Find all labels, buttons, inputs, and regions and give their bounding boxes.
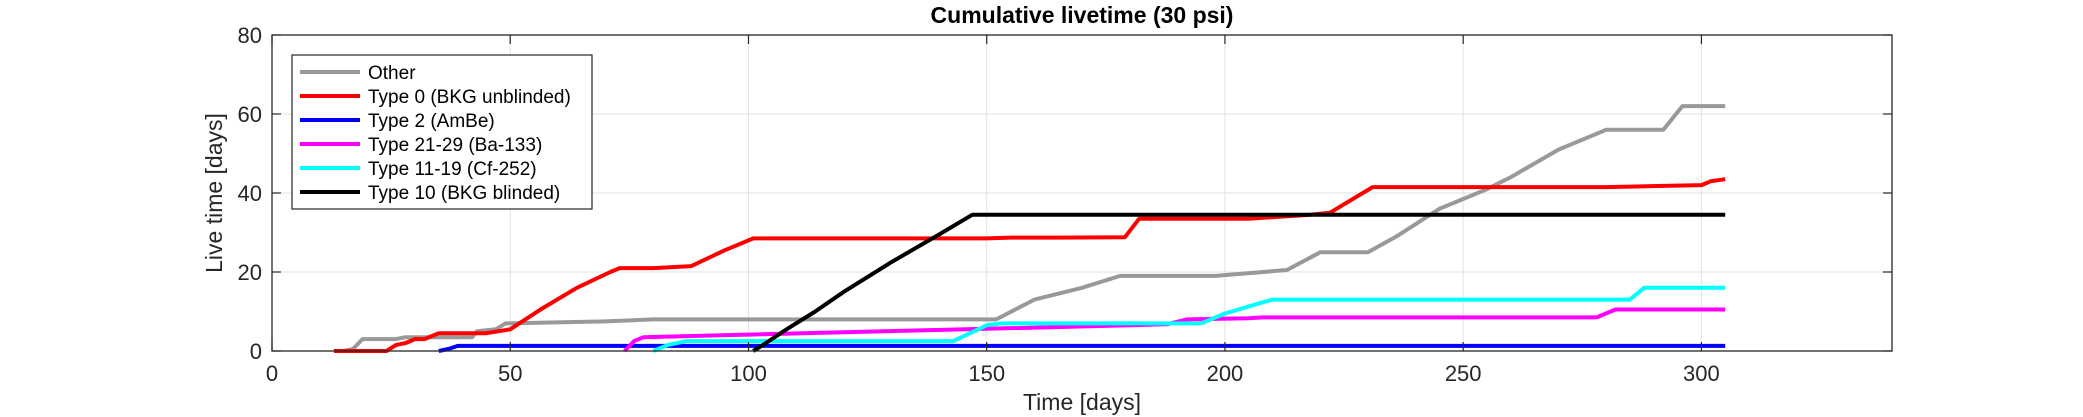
legend-label-1: Type 0 (BKG unblinded) [368,87,571,108]
x-tick-label: 300 [1683,361,1720,386]
y-tick-label: 20 [238,260,262,285]
legend-label-2: Type 2 (AmBe) [368,111,495,132]
x-axis-title: Time [days] [1023,389,1141,415]
x-tick-label: 50 [498,361,522,386]
legend: Other Type 0 (BKG unblinded) Type 2 (AmBe)… [291,54,593,210]
y-axis-title: Live time [days] [201,113,227,273]
y-tick-label: 60 [238,102,262,127]
x-tick-label: 250 [1445,361,1482,386]
series-line-5 [752,212,1726,353]
legend-label-4: Type 11-19 (Cf-252) [368,159,537,180]
x-tick-label: 150 [968,361,1005,386]
x-tick-label: 0 [266,361,278,386]
legend-label-0: Other [368,63,416,84]
x-tick-label: 200 [1207,361,1244,386]
x-tick-label: 100 [730,361,767,386]
y-tick-label: 0 [250,339,262,364]
legend-label-3: Type 21-29 (Ba-133) [368,135,542,156]
series-line-2 [438,343,1726,353]
legend-label-5: Type 10 (BKG blinded) [368,183,560,204]
series-line-1 [333,177,1726,353]
series-line-4 [652,285,1726,353]
series-line-0 [343,104,1726,353]
chart-title: Cumulative livetime (30 psi) [931,2,1234,28]
axis-ticks: 0 50 100 150 200 250 300 0 20 40 60 80 [238,23,1892,386]
y-tick-label: 80 [238,23,262,48]
legend-box [291,54,593,210]
y-tick-label: 40 [238,181,262,206]
series-lines [333,104,1726,353]
